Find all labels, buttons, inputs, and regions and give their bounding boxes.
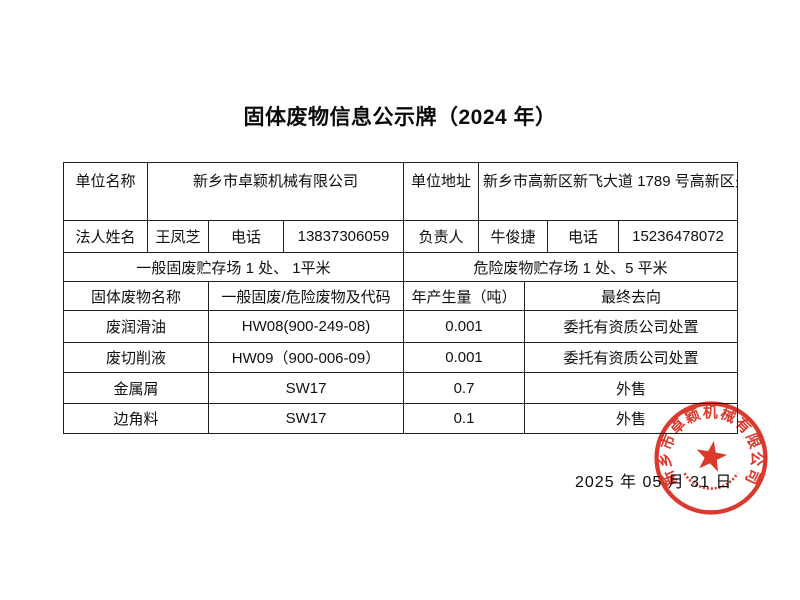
waste-amount: 0.7 <box>404 373 525 404</box>
waste-code: SW17 <box>209 404 404 434</box>
date-text: 2025 年 05 月 31 日 <box>575 468 732 492</box>
waste-code: HW09（900-006-09） <box>209 343 404 373</box>
header-destination: 最终去向 <box>525 282 738 311</box>
waste-amount: 0.001 <box>404 343 525 373</box>
page-title: 固体废物信息公示牌（2024 年） <box>0 101 800 131</box>
unit-name-value: 新乡市卓颖机械有限公司 <box>148 163 404 221</box>
waste-name: 金属屑 <box>64 373 209 404</box>
waste-name: 废切削液 <box>64 343 209 373</box>
waste-name: 废润滑油 <box>64 311 209 343</box>
unit-name-label: 单位名称 <box>64 163 148 221</box>
waste-destination: 外售 <box>525 373 738 404</box>
table-row: 边角料 SW17 0.1 外售 <box>64 404 738 434</box>
table-header-row: 固体废物名称 一般固废/危险废物及代码 年产生量（吨） 最终去向 <box>64 282 738 311</box>
waste-destination: 外售 <box>525 404 738 434</box>
table-row: 法人姓名 王凤芝 电话 13837306059 负责人 牛俊捷 电话 15236… <box>64 221 738 253</box>
phone2-value: 15236478072 <box>619 221 738 253</box>
waste-info-table: 单位名称 新乡市卓颖机械有限公司 单位地址 新乡市高新区新飞大道 1789 号高… <box>63 162 738 434</box>
waste-destination: 委托有资质公司处置 <box>525 311 738 343</box>
waste-amount: 0.1 <box>404 404 525 434</box>
general-storage-cell: 一般固废贮存场 1 处、 1平米 <box>64 253 404 282</box>
responsible-value: 牛俊捷 <box>479 221 548 253</box>
header-waste-code: 一般固废/危险废物及代码 <box>209 282 404 311</box>
table-row: 废润滑油 HW08(900-249-08) 0.001 委托有资质公司处置 <box>64 311 738 343</box>
unit-address-value: 新乡市高新区新飞大道 1789 号高新区火炬园 G2 座 <box>479 163 738 221</box>
phone1-value: 13837306059 <box>284 221 404 253</box>
header-annual-amount: 年产生量（吨） <box>404 282 525 311</box>
responsible-label: 负责人 <box>404 221 479 253</box>
phone2-label: 电话 <box>548 221 619 253</box>
waste-name: 边角料 <box>64 404 209 434</box>
waste-code: HW08(900-249-08) <box>209 311 404 343</box>
table-row: 单位名称 新乡市卓颖机械有限公司 单位地址 新乡市高新区新飞大道 1789 号高… <box>64 163 738 221</box>
phone1-label: 电话 <box>209 221 284 253</box>
table-row: 废切削液 HW09（900-006-09） 0.001 委托有资质公司处置 <box>64 343 738 373</box>
header-waste-name: 固体废物名称 <box>64 282 209 311</box>
table-row: 一般固废贮存场 1 处、 1平米 危险废物贮存场 1 处、5 平米 <box>64 253 738 282</box>
waste-amount: 0.001 <box>404 311 525 343</box>
waste-destination: 委托有资质公司处置 <box>525 343 738 373</box>
hazardous-storage-cell: 危险废物贮存场 1 处、5 平米 <box>404 253 738 282</box>
unit-address-label: 单位地址 <box>404 163 479 221</box>
legal-person-value: 王凤芝 <box>148 221 209 253</box>
legal-person-label: 法人姓名 <box>64 221 148 253</box>
notice-document: 固体废物信息公示牌（2024 年） 单位名称 新乡市卓颖机械有限公司 单位地址 … <box>0 0 800 600</box>
waste-code: SW17 <box>209 373 404 404</box>
table-row: 金属屑 SW17 0.7 外售 <box>64 373 738 404</box>
